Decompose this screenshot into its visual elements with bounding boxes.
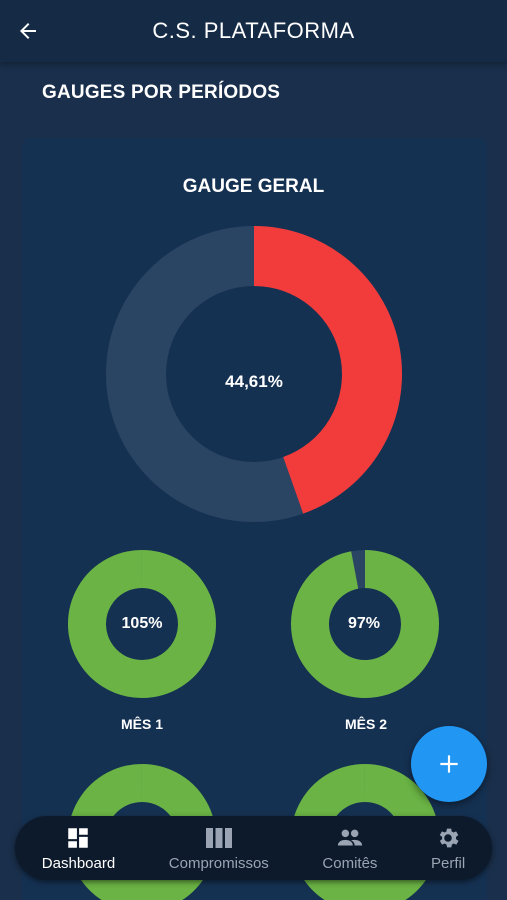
gear-icon	[439, 828, 459, 847]
gauge-mes-4-arc	[291, 764, 439, 900]
gauge-geral-title: GAUGE GERAL	[182, 176, 325, 197]
gauge-mes-3-arc	[68, 764, 216, 900]
nav-label-compromissos: Compromissos	[168, 854, 269, 872]
back-button[interactable]	[14, 17, 42, 45]
nav-label-perfil: Perfil	[431, 854, 466, 872]
gauge-mes-2-label: MÊS 2	[344, 716, 387, 732]
gauge-mes-1-value: 105%	[121, 615, 163, 632]
nav-item-comites[interactable]: Comitês	[322, 825, 377, 872]
gauge-mes-2-value: 97%	[347, 615, 381, 632]
plus-icon	[440, 755, 458, 773]
bottom-nav: Dashboard Compromissos Comitês	[15, 816, 492, 880]
add-fab-button[interactable]	[411, 726, 487, 802]
app-bar: C.S. PLATAFORMA	[0, 0, 507, 62]
group-icon	[337, 829, 363, 845]
gauge-mes-2-arc	[291, 550, 439, 698]
app-title: C.S. PLATAFORMA	[152, 18, 355, 43]
nav-item-dashboard[interactable]: Dashboard	[42, 825, 115, 872]
nav-item-compromissos[interactable]: Compromissos	[169, 825, 269, 872]
gauge-geral-arc	[253, 226, 402, 514]
gauge-geral-value: 44,61%	[225, 372, 283, 391]
gauge-mes-2	[291, 550, 439, 698]
section-title: GAUGES POR PERÍODOS	[42, 82, 281, 103]
nav-item-perfil[interactable]: Perfil	[431, 825, 465, 872]
columns-icon	[205, 827, 232, 848]
gauge-geral	[106, 226, 402, 522]
arrow-left-icon	[20, 23, 36, 39]
nav-label-comites: Comitês	[322, 854, 378, 872]
gauge-mes-1	[68, 550, 216, 698]
nav-label-dashboard: Dashboard	[41, 854, 116, 872]
gauge-mes-1-arc	[68, 550, 216, 698]
gauge-mes-1-label: MÊS 1	[120, 716, 163, 732]
dashboard-icon	[68, 827, 89, 848]
